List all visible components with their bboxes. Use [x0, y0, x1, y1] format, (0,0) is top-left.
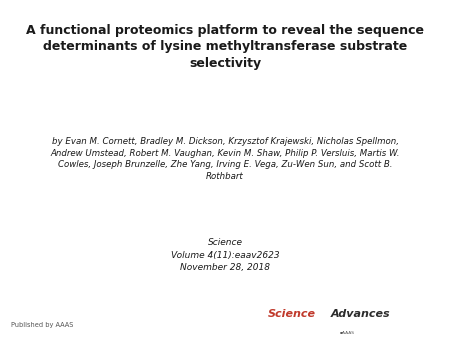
Text: A functional proteomics platform to reveal the sequence
determinants of lysine m: A functional proteomics platform to reve… — [26, 24, 424, 70]
Text: Advances: Advances — [331, 309, 391, 319]
Text: by Evan M. Cornett, Bradley M. Dickson, Krzysztof Krajewski, Nicholas Spellmon,
: by Evan M. Cornett, Bradley M. Dickson, … — [50, 137, 400, 181]
Text: Science: Science — [268, 309, 316, 319]
Text: ▪AAAS: ▪AAAS — [340, 331, 355, 335]
Text: Published by AAAS: Published by AAAS — [11, 322, 74, 328]
Text: Science
Volume 4(11):eaav2623
November 28, 2018: Science Volume 4(11):eaav2623 November 2… — [171, 238, 279, 272]
